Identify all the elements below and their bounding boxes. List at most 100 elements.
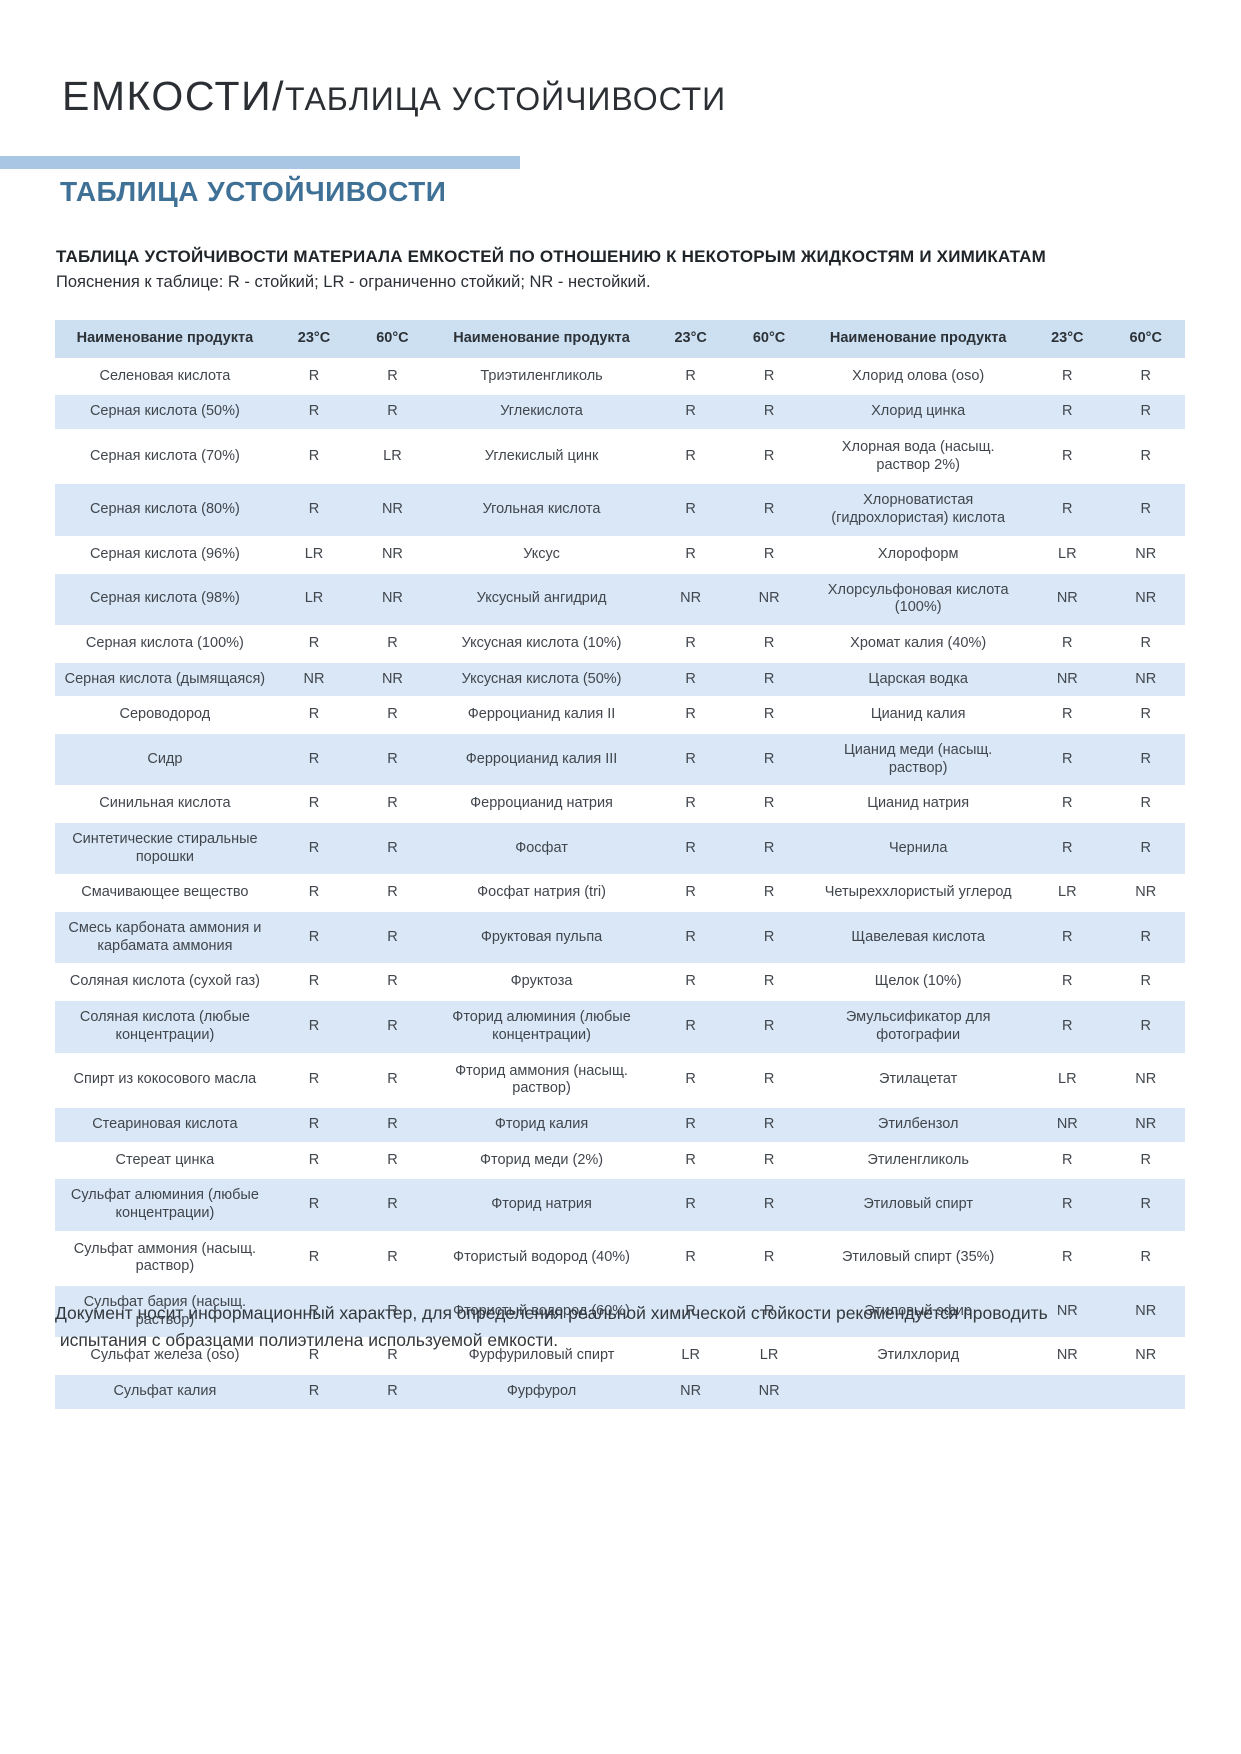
rating-cell: R (353, 911, 432, 966)
resistance-table: Наименование продукта 23°C 60°C Наименовани… (55, 320, 1185, 1411)
rating-cell: R (651, 1053, 730, 1108)
table-row: Сероводород R R Ферроцианид калия II R R Циани… (55, 697, 1185, 734)
product-name-cell: Этилхлорид (808, 1338, 1029, 1376)
rating-cell: R (353, 786, 432, 823)
rating-cell: R (1106, 822, 1185, 877)
rating-cell: R (353, 1053, 432, 1108)
rating-cell: R (353, 964, 432, 1002)
product-name-cell: Цианид калия (808, 697, 1029, 734)
rating-cell: R (729, 786, 809, 823)
rating-cell: LR (729, 1338, 809, 1376)
col-header-23c: 23°C (274, 320, 354, 360)
table-row: Соляная кислота (любые концентрации) R R Фт… (55, 1000, 1185, 1055)
rating-cell: R (353, 1178, 432, 1233)
rating-cell: R (1028, 358, 1107, 396)
table-row: Серная кислота (96%) LR NR Уксус R R Хлороформ… (55, 536, 1185, 574)
col-header-60c: 60°C (1106, 320, 1185, 360)
rating-cell: R (353, 1285, 432, 1340)
table-row: Сульфат калия R R Фурфурол NR NR (55, 1374, 1185, 1411)
rating-cell: R (729, 394, 809, 432)
product-name-cell: Серная кислота (100%) (55, 625, 275, 663)
table-row: Сульфат железа (oso) R R Фурфуриловый спирт… (55, 1338, 1185, 1376)
rating-cell: NR (1028, 1338, 1107, 1376)
rating-cell: R (651, 430, 730, 485)
product-name-cell: Стереат цинка (55, 1142, 275, 1180)
rating-cell: NR (651, 572, 730, 627)
product-name-cell: Хлорид цинка (808, 394, 1029, 432)
rating-cell: R (1106, 358, 1185, 396)
product-name-cell: Этиленгликоль (808, 1142, 1029, 1180)
rating-cell: NR (1106, 1285, 1185, 1340)
rating-cell: R (729, 661, 809, 699)
rating-cell: LR (353, 430, 432, 485)
product-name-cell: Фруктовая пульпа (431, 911, 652, 966)
rating-cell: R (729, 1106, 809, 1144)
product-name-cell: Уксусная кислота (50%) (431, 661, 652, 699)
rating-cell: R (274, 1285, 354, 1340)
rating-cell: R (729, 483, 809, 538)
col-header-product: Наименование продукта (431, 320, 652, 360)
rating-cell: R (274, 697, 354, 734)
product-name-cell: Щавелевая кислота (808, 911, 1029, 966)
rating-cell: R (274, 1106, 354, 1144)
product-name-cell: Смесь карбоната аммония и карбамата аммо… (55, 911, 275, 966)
rating-cell: R (353, 1338, 432, 1376)
rating-cell: R (1106, 1178, 1185, 1233)
rating-cell: NR (353, 483, 432, 538)
rating-cell: R (651, 483, 730, 538)
table-row: Синильная кислота R R Ферроцианид натрия R R Ц… (55, 786, 1185, 823)
rating-cell: R (1028, 1000, 1107, 1055)
rating-cell: R (1028, 625, 1107, 663)
rating-cell: R (651, 358, 730, 396)
rating-cell: R (729, 697, 809, 734)
product-name-cell: Хлорсульфоновая кислота (100%) (808, 572, 1029, 627)
rating-cell: R (1028, 911, 1107, 966)
product-name-cell: Уксус (431, 536, 652, 574)
rating-cell: R (651, 786, 730, 823)
rating-cell: NR (353, 536, 432, 574)
product-name-cell: Ферроцианид калия III (431, 732, 652, 788)
product-name-cell: Углекислый цинк (431, 430, 652, 485)
rating-cell: R (274, 732, 354, 788)
page-title-secondary: ТАБЛИЦА УСТОЙЧИВОСТИ (284, 81, 727, 118)
table-header: Наименование продукта 23°C 60°C Наименовани… (55, 320, 1185, 360)
rating-cell: R (1028, 732, 1107, 788)
footer-note: Документ носит информационный характер, … (55, 1300, 1095, 1354)
product-name-cell (808, 1374, 1029, 1411)
rating-cell: NR (1028, 572, 1107, 627)
rating-cell: R (1106, 394, 1185, 432)
table-row: Сульфат аммония (насыщ. раствор) R R Фторис… (55, 1231, 1185, 1287)
col-header-product: Наименование продукта (55, 320, 275, 360)
rating-cell: R (353, 1231, 432, 1287)
rating-cell: R (729, 1142, 809, 1180)
rating-cell: R (274, 483, 354, 538)
product-name-cell: Серная кислота (50%) (55, 394, 275, 432)
rating-cell: R (651, 625, 730, 663)
table-body: Селеновая кислота R R Триэтиленгликоль R R Хло… (55, 358, 1185, 1411)
rating-cell: R (651, 1285, 730, 1340)
page-title-primary: ЕМКОСТИ/ (62, 73, 285, 120)
product-name-cell: Ферроцианид калия II (431, 697, 652, 734)
rating-cell: R (651, 394, 730, 432)
table-row: Смесь карбоната аммония и карбамата аммо… (55, 911, 1185, 966)
product-name-cell: Цианид меди (насыщ. раствор) (808, 732, 1029, 788)
rating-cell: R (651, 1178, 730, 1233)
rating-cell: R (729, 1231, 809, 1287)
product-name-cell: Хлороформ (808, 536, 1029, 574)
rating-cell: NR (1028, 661, 1107, 699)
table-row: Синтетические стиральные порошки R R Фосфат… (55, 822, 1185, 877)
product-name-cell: Фторид калия (431, 1106, 652, 1144)
rating-cell: R (274, 1053, 354, 1108)
rating-cell: R (353, 1142, 432, 1180)
rating-cell: R (651, 911, 730, 966)
rating-cell: NR (274, 661, 354, 699)
col-header-23c: 23°C (651, 320, 730, 360)
rating-cell: R (353, 1374, 432, 1411)
rating-cell: LR (1028, 875, 1107, 913)
table-header-row: Наименование продукта 23°C 60°C Наименовани… (55, 320, 1185, 360)
rating-cell: R (729, 964, 809, 1002)
rating-cell: R (1028, 394, 1107, 432)
rating-cell: R (1106, 430, 1185, 485)
product-name-cell: Углекислота (431, 394, 652, 432)
